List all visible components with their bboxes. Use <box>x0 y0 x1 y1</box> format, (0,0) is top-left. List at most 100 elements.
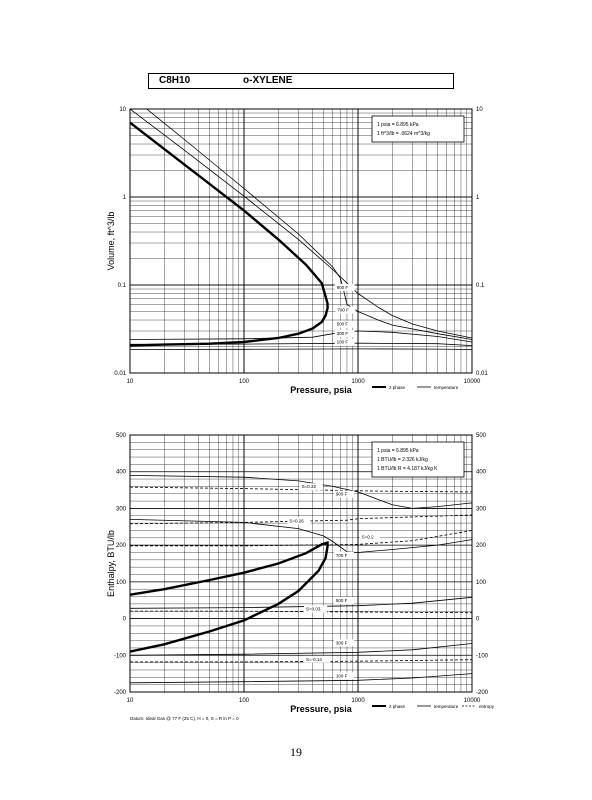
x-tick-label: 10000 <box>464 698 481 704</box>
series-line <box>130 342 472 346</box>
y-tick-label-right: 1 <box>476 195 480 201</box>
y-tick-label-right: -200 <box>476 690 489 696</box>
series-line <box>130 530 472 547</box>
curve-label-bg <box>334 284 355 292</box>
curve-label: 700 F <box>337 307 349 312</box>
curve-label: 300 F <box>336 640 348 645</box>
y-tick-label: 500 <box>116 433 127 439</box>
y-tick-label-right: 0 <box>476 617 480 623</box>
y-tick-label: 200 <box>116 543 127 549</box>
series-line <box>130 475 472 509</box>
legend-label: temperature <box>434 385 459 390</box>
curve-label-bg <box>333 597 354 605</box>
plot-frame <box>129 434 473 693</box>
curve-label: S=-0.14 <box>306 657 322 662</box>
y-tick-label-right: 0.1 <box>476 283 485 289</box>
curve-label-bg <box>334 338 355 346</box>
curve-label-bg <box>334 320 355 328</box>
info-box-line: 1 BTU/lb = 2.326 kJ/kg <box>377 457 428 463</box>
datum-note: Datum: Ideal Gas @ 77 F (25 C), H = 0, S… <box>130 716 239 721</box>
y-tick-label-right: 500 <box>476 433 487 439</box>
x-tick-label: 100 <box>239 379 250 385</box>
info-box <box>371 115 465 143</box>
y-tick-label-right: 0.01 <box>476 371 488 377</box>
y-tick-label: -200 <box>114 690 127 696</box>
y-tick-label-right: 400 <box>476 470 487 476</box>
legend-label: 2 phase <box>389 385 406 390</box>
x-tick-label: 100 <box>239 698 250 704</box>
series-line <box>130 519 472 553</box>
legend-label: entropy <box>479 704 495 709</box>
curve-label-bg <box>333 672 354 680</box>
curve-label-bg <box>304 605 328 613</box>
y-tick-label: 0 <box>123 617 127 623</box>
curve-label-bg <box>299 483 323 491</box>
curve-label: S=0.26 <box>289 518 304 523</box>
curve-label: S=0.32 <box>302 484 317 489</box>
series-line <box>130 514 472 525</box>
series-line <box>130 486 472 493</box>
curve-label: S=0.2 <box>362 535 374 540</box>
y-axis-label: Enthalpy, BTU/lb <box>106 530 116 597</box>
volume-pressure-chart: 10 100 1000 10000 0.01 0.01 0.1 0.1 1 1 10 10 Pressu… <box>106 107 488 395</box>
curve-label-bg <box>333 639 354 647</box>
page-number: 19 <box>290 745 302 759</box>
y-tick-label-right: 10 <box>476 107 483 113</box>
x-axis-label: Pressure, psia <box>290 385 353 395</box>
compound-name: o-XYLENE <box>243 75 293 86</box>
info-box-line: 1 ft^3/lb = .0624 m^3/kg <box>377 131 430 137</box>
x-tick-label: 10000 <box>464 379 481 385</box>
curve-label-bg <box>333 490 354 498</box>
series-line <box>130 540 329 653</box>
chemical-formula: C8H10 <box>159 75 191 86</box>
y-tick-label: 10 <box>119 107 126 113</box>
curve-label: 300 F <box>337 331 349 336</box>
series-line <box>130 610 472 614</box>
y-tick-label: 100 <box>116 580 127 586</box>
x-tick-label: 10 <box>127 698 134 704</box>
curve-label: 100 F <box>337 340 349 345</box>
curve-label: 900 F <box>336 492 348 497</box>
legend-label: temperature <box>434 704 459 709</box>
chart-header-box: C8H10 o-XYLENE <box>148 73 454 89</box>
series-line <box>130 659 472 663</box>
series-line <box>130 348 472 350</box>
curve-label: S=0.03 <box>306 606 321 611</box>
curve-label: 500 F <box>336 598 348 603</box>
y-tick-label-right: 200 <box>476 543 487 549</box>
curve-label: 900 F <box>337 285 349 290</box>
y-tick-label: 300 <box>116 506 127 512</box>
y-tick-label: 0.1 <box>118 283 127 289</box>
series-line <box>130 643 472 656</box>
curve-label: 500 F <box>337 322 349 327</box>
curve-label-bg <box>334 330 355 338</box>
plot-frame <box>129 108 473 374</box>
info-box-line: 1 BTU/lb R = 4.187 kJ/kg K <box>377 466 438 472</box>
curve-label: 700 F <box>336 553 348 558</box>
curve-label-bg <box>304 655 331 663</box>
curve-label-bg <box>359 533 380 541</box>
curve-label: 100 F <box>336 673 348 678</box>
info-box-line: 1 psia = 6.895 kPa <box>377 448 419 454</box>
y-tick-label-right: 300 <box>476 506 487 512</box>
info-box-line: 1 psia = 6.895 kPa <box>377 122 419 128</box>
curve-label-bg <box>333 551 354 559</box>
y-tick-label-right: 100 <box>476 580 487 586</box>
info-box <box>371 441 465 478</box>
curve-label-bg <box>335 306 356 314</box>
y-tick-label-right: -100 <box>476 653 489 659</box>
legend-label: 2 phase <box>389 704 406 709</box>
x-tick-label: 10 <box>127 379 134 385</box>
y-tick-label: 1 <box>123 195 127 201</box>
y-tick-label: 0.01 <box>114 371 126 377</box>
x-axis-label: Pressure, psia <box>290 704 353 714</box>
series-line <box>130 596 472 609</box>
y-tick-label: -100 <box>114 653 127 659</box>
x-tick-label: 1000 <box>351 379 365 385</box>
x-tick-label: 1000 <box>351 698 365 704</box>
series-line <box>146 109 472 340</box>
y-tick-label: 400 <box>116 470 127 476</box>
series-line <box>130 121 329 347</box>
series-line <box>130 673 472 684</box>
enthalpy-pressure-chart: 10 100 1000 10000 -200 -200 -100 -100 0 0 100 100 20… <box>106 433 495 721</box>
